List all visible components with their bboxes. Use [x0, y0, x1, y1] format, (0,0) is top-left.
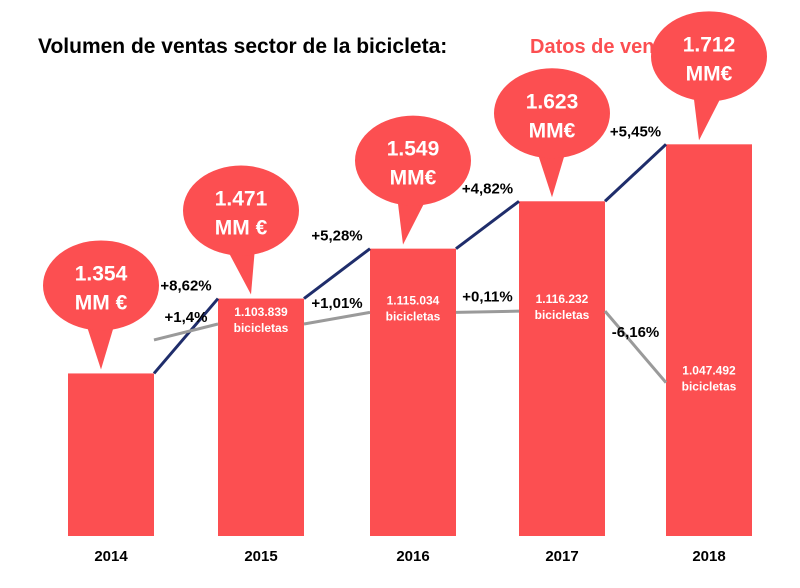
units-trend-segment [153, 322, 219, 342]
units-value-label: 1.103.839 [234, 305, 288, 319]
x-tick-label: 2017 [545, 548, 578, 565]
value-trend-segment [152, 297, 220, 375]
units-growth-label: +0,11% [462, 289, 512, 306]
units-growth-label: -6,16% [612, 324, 660, 341]
value-unit-label: MM € [215, 217, 268, 240]
units-value-label: 1.115.034 [387, 293, 440, 307]
value-bubble [651, 11, 767, 102]
bubble-tail [693, 91, 723, 141]
value-amount-label: 1.712 [683, 33, 736, 56]
value-unit-label: MM€ [686, 62, 733, 85]
bar-2015 [218, 298, 304, 536]
bubble-tail [225, 245, 255, 295]
units-unit-label: bicicletas [234, 321, 289, 335]
units-trend-segment [303, 310, 371, 326]
units-unit-label: bicicletas [535, 308, 590, 322]
units-growth-label: +1,01% [311, 295, 362, 312]
units-growth-label: +1,4% [165, 309, 208, 326]
bar-2017 [519, 201, 605, 536]
value-amount-label: 1.471 [215, 188, 268, 211]
units-value-label: 1.047.492 [682, 364, 736, 378]
value-amount-label: 1.354 [75, 262, 128, 285]
value-trend-segment [455, 200, 520, 250]
value-unit-label: MM € [75, 291, 128, 314]
value-amount-label: 1.549 [387, 138, 440, 161]
value-growth-label: +4,82% [462, 180, 513, 197]
units-trend-segment [455, 309, 520, 314]
bubble-tail [85, 320, 115, 370]
value-trend-segment [603, 143, 668, 203]
x-tick-label: 2016 [396, 548, 429, 565]
x-tick-label: 2018 [692, 548, 725, 565]
value-unit-label: MM€ [529, 119, 576, 142]
value-growth-label: +5,28% [311, 228, 362, 245]
x-tick-label: 2015 [244, 548, 277, 565]
bar-2014 [68, 373, 154, 536]
value-bubble [43, 240, 159, 331]
value-amount-label: 1.623 [526, 90, 579, 113]
value-unit-label: MM€ [390, 167, 437, 190]
units-value-label: 1.116.232 [536, 292, 589, 306]
value-bubble [355, 115, 471, 206]
bubble-tail [536, 148, 566, 198]
value-growth-label: +5,45% [610, 123, 661, 140]
chart-title: Volumen de ventas sector de la bicicleta… [38, 35, 447, 58]
x-tick-label: 2014 [94, 548, 128, 565]
units-trend-segment [603, 310, 668, 384]
value-bubble [494, 68, 610, 159]
value-bubble [183, 165, 299, 256]
units-unit-label: bicicletas [386, 309, 441, 323]
bar-2016 [370, 248, 456, 536]
units-unit-label: bicicletas [682, 380, 737, 394]
bubble-tail [397, 195, 427, 245]
value-growth-label: +8,62% [160, 278, 211, 295]
bar-2018 [666, 144, 752, 536]
value-trend-segment [303, 247, 371, 300]
